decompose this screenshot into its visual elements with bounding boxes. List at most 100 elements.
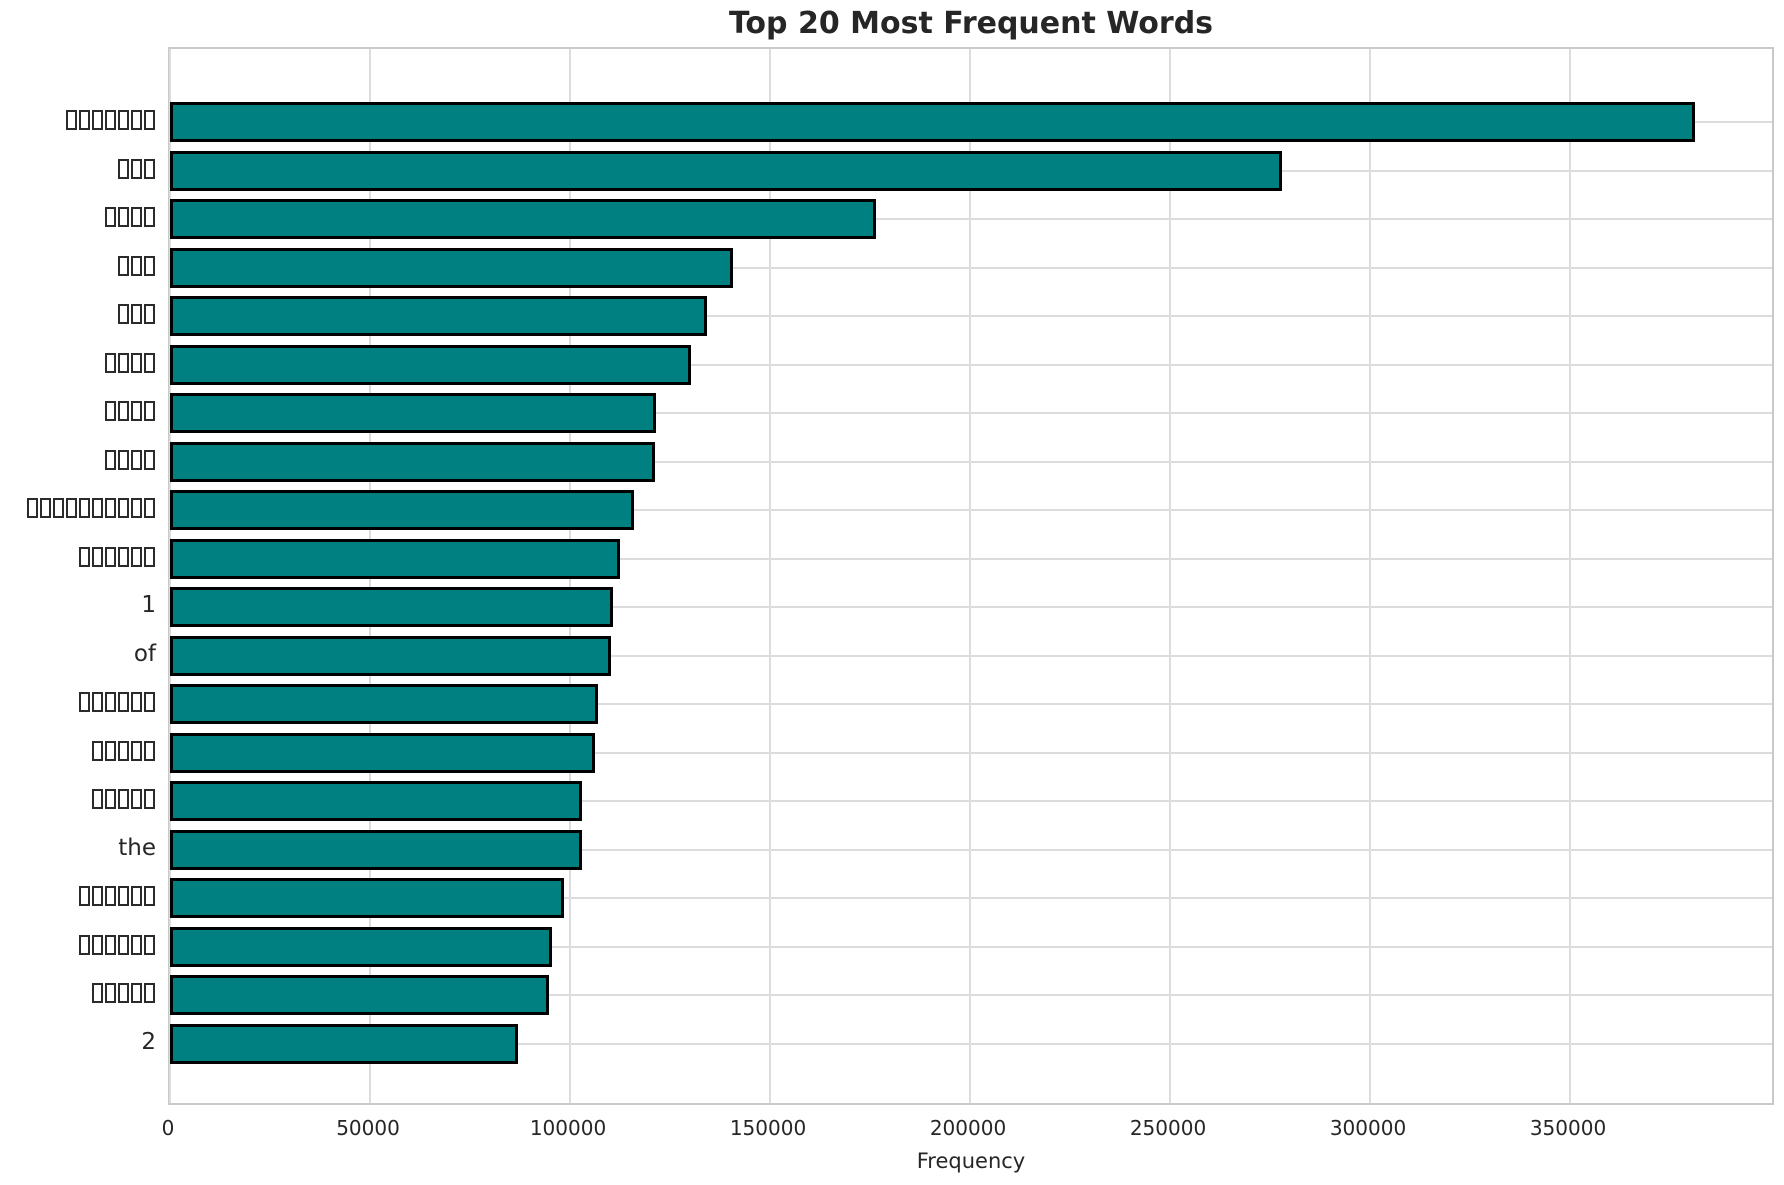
y-tick-label	[0, 193, 156, 242]
bar-3	[170, 199, 876, 240]
bar-5	[170, 296, 707, 337]
missing-glyph-box	[118, 255, 129, 276]
missing-glyph-box	[131, 207, 142, 228]
y-gridline	[170, 557, 1772, 560]
y-tick-label	[0, 775, 156, 824]
x-tick-label: 250000	[1129, 1116, 1207, 1140]
missing-glyph-box	[144, 304, 155, 325]
missing-glyph-box	[118, 158, 129, 179]
missing-glyph-box	[131, 886, 142, 907]
missing-glyph-box	[79, 934, 90, 955]
missing-glyph-box	[92, 983, 103, 1004]
missing-glyph-box	[131, 934, 142, 955]
missing-glyph-box	[131, 158, 142, 179]
missing-glyph-box	[131, 498, 142, 519]
missing-glyph-box	[118, 304, 129, 325]
y-gridline	[170, 751, 1772, 754]
missing-glyph-box	[105, 934, 116, 955]
bar-7	[170, 393, 656, 434]
missing-glyph-box	[92, 789, 103, 810]
bar-11	[170, 587, 614, 628]
y-tick-label	[0, 678, 156, 727]
missing-glyph-box	[105, 401, 116, 422]
y-tick-label	[0, 484, 156, 533]
x-tick-label: 0	[161, 1116, 175, 1140]
x-tick-label: 100000	[529, 1116, 607, 1140]
bar-14	[170, 732, 596, 773]
bar-16	[170, 829, 582, 870]
y-tick-label	[0, 145, 156, 194]
bar-15	[170, 781, 583, 822]
missing-glyph-box	[131, 740, 142, 761]
missing-glyph-box	[144, 692, 155, 713]
missing-glyph-box	[92, 546, 103, 567]
missing-glyph-box	[144, 498, 155, 519]
missing-glyph-box	[105, 789, 116, 810]
missing-glyph-box	[118, 207, 129, 228]
missing-glyph-box	[118, 110, 129, 131]
y-gridline	[170, 412, 1772, 415]
bar-12	[170, 635, 612, 676]
bar-2	[170, 150, 1282, 191]
missing-glyph-box	[118, 352, 129, 373]
missing-glyph-box	[105, 546, 116, 567]
missing-glyph-box	[131, 789, 142, 810]
missing-glyph-box	[131, 546, 142, 567]
y-tick-label	[0, 969, 156, 1018]
missing-glyph-box	[131, 983, 142, 1004]
missing-glyph-box	[131, 110, 142, 131]
missing-glyph-box	[118, 498, 129, 519]
y-gridline	[170, 800, 1772, 803]
y-gridline	[170, 606, 1772, 609]
bar-19	[170, 975, 550, 1016]
missing-glyph-box	[105, 352, 116, 373]
missing-glyph-box	[92, 110, 103, 131]
missing-glyph-box	[118, 401, 129, 422]
missing-glyph-box	[92, 498, 103, 519]
chart-title: Top 20 Most Frequent Words	[728, 6, 1214, 41]
y-tick-label	[0, 96, 156, 145]
x-tick-label: 150000	[729, 1116, 807, 1140]
bar-17	[170, 878, 564, 919]
y-gridline	[170, 315, 1772, 318]
x-gridline	[769, 49, 771, 1103]
y-gridline	[170, 945, 1772, 948]
missing-glyph-box	[27, 498, 38, 519]
missing-glyph-box	[144, 886, 155, 907]
y-tick-label	[0, 872, 156, 921]
missing-glyph-box	[144, 352, 155, 373]
missing-glyph-box	[79, 692, 90, 713]
missing-glyph-box	[105, 983, 116, 1004]
bar-10	[170, 538, 620, 579]
y-tick-label	[0, 242, 156, 291]
missing-glyph-box	[144, 934, 155, 955]
missing-glyph-box	[79, 546, 90, 567]
missing-glyph-box	[144, 983, 155, 1004]
missing-glyph-box	[105, 740, 116, 761]
plot-area	[168, 47, 1774, 1105]
missing-glyph-box	[144, 789, 155, 810]
y-tick-label: the	[118, 834, 156, 861]
missing-glyph-box	[118, 934, 129, 955]
missing-glyph-box	[92, 692, 103, 713]
y-tick-label	[0, 290, 156, 339]
bar-4	[170, 247, 734, 288]
y-tick-label: 2	[141, 1028, 156, 1055]
missing-glyph-box	[144, 401, 155, 422]
missing-glyph-box	[144, 546, 155, 567]
x-gridline	[1369, 49, 1371, 1103]
y-tick-label	[0, 387, 156, 436]
missing-glyph-box	[131, 449, 142, 470]
missing-glyph-box	[131, 304, 142, 325]
missing-glyph-box	[118, 886, 129, 907]
y-gridline	[170, 897, 1772, 900]
missing-glyph-box	[105, 449, 116, 470]
y-tick-label	[0, 727, 156, 776]
bar-13	[170, 684, 598, 725]
missing-glyph-box	[131, 401, 142, 422]
y-gridline	[170, 266, 1772, 269]
missing-glyph-box	[118, 546, 129, 567]
x-tick-label: 300000	[1329, 1116, 1407, 1140]
y-gridline	[170, 218, 1772, 221]
missing-glyph-box	[105, 692, 116, 713]
